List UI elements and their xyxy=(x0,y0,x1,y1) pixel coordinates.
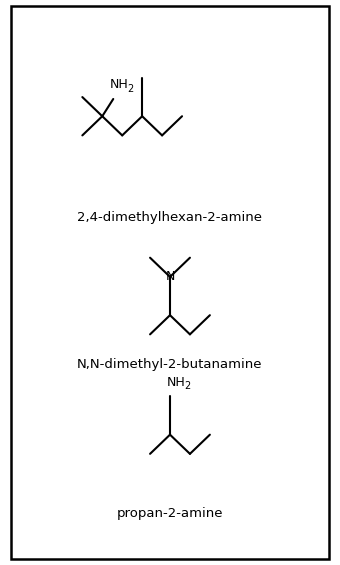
Text: N,N-dimethyl-2-butanamine: N,N-dimethyl-2-butanamine xyxy=(77,358,263,371)
Text: propan-2-amine: propan-2-amine xyxy=(117,507,223,520)
Text: NH: NH xyxy=(167,376,185,389)
Text: N: N xyxy=(165,271,175,284)
FancyBboxPatch shape xyxy=(11,6,329,559)
Text: 2: 2 xyxy=(184,381,190,391)
Text: 2,4-dimethylhexan-2-amine: 2,4-dimethylhexan-2-amine xyxy=(78,211,262,224)
Text: NH: NH xyxy=(110,79,129,92)
Text: 2: 2 xyxy=(128,84,134,94)
